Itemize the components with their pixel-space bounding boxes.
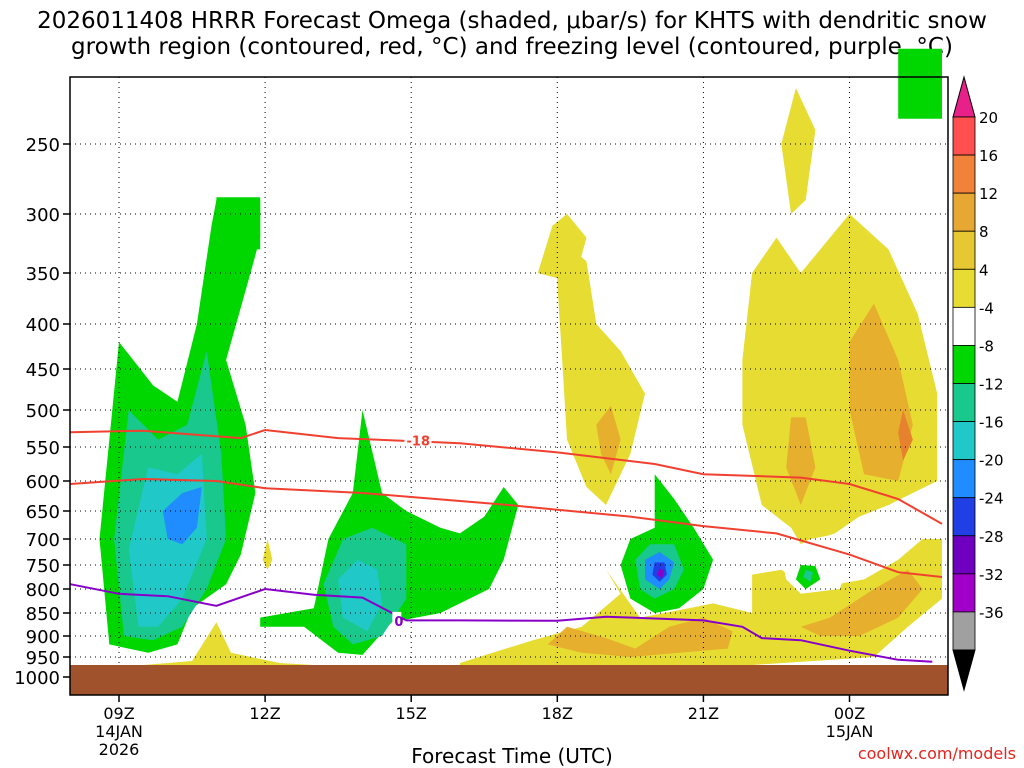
x-tick-sublabel: 15JAN <box>826 722 874 741</box>
colorbar-level-label: 8 <box>979 223 989 241</box>
colorbar-level-label: 16 <box>979 147 998 165</box>
colorbar-level-label: -8 <box>979 337 994 355</box>
colorbar-swatch <box>952 116 976 156</box>
x-tick-label: 18Z <box>542 704 573 723</box>
omega-green-topright <box>898 48 942 119</box>
y-tick-label: 250 <box>26 135 60 156</box>
colorbar-top-arrow <box>952 75 976 118</box>
plot-frame <box>69 76 949 696</box>
omega-purple-cell <box>657 568 665 579</box>
y-tick-label: 1000 <box>14 668 60 689</box>
colorbar-swatch <box>952 459 976 499</box>
contour-line-dgz_bottom_-12C <box>70 477 943 578</box>
y-tick-label: 300 <box>26 205 60 226</box>
contour-line-dgz_top_-18C <box>70 428 943 525</box>
contour-label: -18 <box>407 435 431 450</box>
colorbar-level-label: -24 <box>979 490 1004 508</box>
colorbar-swatch <box>952 306 976 346</box>
credit-text: coolwx.com/models <box>857 744 1016 763</box>
chart-title-line1: 2026011408 HRRR Forecast Omega (shaded, … <box>37 8 987 34</box>
omega-green-left-top <box>216 197 261 250</box>
contour-label: 0 <box>394 615 403 630</box>
x-tick-label: 00Z <box>834 704 865 723</box>
x-axis-label: Forecast Time (UTC) <box>411 744 613 768</box>
colorbar-swatch <box>952 535 976 575</box>
x-tick-sublabel: 14JAN <box>95 722 143 741</box>
x-tick-sublabel-year: 2026 <box>99 740 140 759</box>
omega-orange-right-2 <box>849 303 913 481</box>
colorbar-swatch <box>952 611 976 651</box>
colorbar-level-label: -4 <box>979 299 994 317</box>
omega-orange-lower <box>547 617 733 657</box>
y-tick-label: 900 <box>26 627 60 648</box>
y-tick-label: 700 <box>26 530 60 551</box>
omega-orange-center <box>596 405 621 475</box>
colorbar-swatch <box>952 154 976 194</box>
chart-title-line2: growth region (contoured, red, °C) and f… <box>71 34 953 60</box>
colorbar-level-label: 12 <box>979 185 998 203</box>
contour-label-bg <box>404 431 432 447</box>
x-tick-label: 09Z <box>103 704 134 723</box>
y-tick-label: 400 <box>26 315 60 336</box>
y-tick-label: 600 <box>26 472 60 493</box>
omega-yellow-center-top <box>537 214 587 279</box>
ground-surface <box>70 665 948 695</box>
colorbar-bottom-arrow <box>952 649 976 692</box>
colorbar-swatch <box>952 383 976 422</box>
y-tick-label: 850 <box>26 604 60 625</box>
y-tick-label: 500 <box>26 401 60 422</box>
y-tick-label: 350 <box>26 264 60 285</box>
colorbar-swatch <box>952 345 976 384</box>
omega-cyan-mid <box>338 559 382 632</box>
x-tick-label: 21Z <box>688 704 719 723</box>
omega-orangedark-right <box>898 410 913 461</box>
x-tick-label: 12Z <box>249 704 280 723</box>
colorbar-level-label: 20 <box>979 109 998 127</box>
colorbar-swatch <box>952 192 976 232</box>
colorbar-swatch <box>952 268 976 308</box>
colorbar-level-label: -12 <box>979 376 1004 394</box>
y-tick-label: 800 <box>26 580 60 601</box>
contour-line-freezing_level_0C <box>70 583 933 663</box>
colorbar-swatch <box>952 573 976 613</box>
colorbar-swatch <box>952 497 976 537</box>
colorbar-swatch <box>952 421 976 461</box>
colorbar-level-label: -32 <box>979 566 1004 584</box>
colorbar-level-label: 4 <box>979 261 989 279</box>
y-tick-label: 950 <box>26 648 60 669</box>
colorbar-level-label: -28 <box>979 528 1004 546</box>
omega-orange-right <box>786 417 816 505</box>
omega-seagreen-small-top <box>803 569 813 582</box>
y-tick-label: 550 <box>26 438 60 459</box>
omega-green-mid <box>260 410 519 655</box>
y-tick-label: 650 <box>26 502 60 523</box>
colorbar-swatch <box>952 230 976 270</box>
colorbar-level-label: -36 <box>979 604 1004 622</box>
omega-yellow-cap <box>781 88 816 214</box>
omega-yellow-lower-left <box>143 622 314 665</box>
omega-yellow-center <box>557 237 645 505</box>
colorbar-level-label: -16 <box>979 414 1004 432</box>
colorbar-level-label: -20 <box>979 452 1004 470</box>
x-tick-label: 15Z <box>396 704 427 723</box>
y-tick-label: 750 <box>26 556 60 577</box>
y-tick-label: 450 <box>26 360 60 381</box>
contour-label-bg <box>392 611 402 627</box>
omega-blue-left <box>162 487 202 545</box>
omega-orange-lower-2 <box>800 569 923 636</box>
